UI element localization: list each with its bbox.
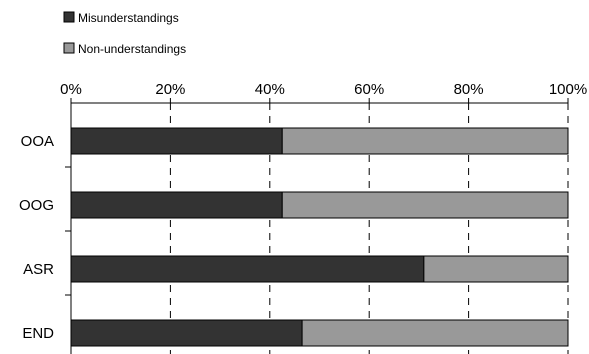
x-axis-ticks: 0% 20% 40% 60% 80% 100% (60, 81, 587, 103)
bar-segment (70, 255, 425, 283)
bar-segment (281, 127, 569, 155)
legend-swatch-misunderstandings (63, 11, 75, 23)
y-axis-categories: OOA OOG ASR END (19, 133, 71, 342)
bar-segment (301, 319, 569, 347)
x-tick-label: 0% (60, 81, 82, 98)
x-tick-label: 80% (454, 81, 484, 98)
x-tick-label: 60% (354, 81, 384, 98)
bar-segment (70, 127, 283, 155)
y-category-label: ASR (23, 261, 54, 278)
y-category-label: OOA (21, 133, 54, 150)
bar-segment (281, 191, 569, 219)
legend-label-misunderstandings: Misunderstandings (78, 11, 179, 25)
legend-swatch-non-understandings (63, 42, 75, 54)
legend-label-non-understandings: Non-understandings (78, 42, 186, 56)
bar-segment (70, 191, 283, 219)
x-tick-label: 20% (155, 81, 185, 98)
x-tick-label: 40% (255, 81, 285, 98)
x-tick-label: 100% (549, 81, 587, 98)
bar-segment (423, 255, 569, 283)
bar-segment (70, 319, 303, 347)
legend: Misunderstandings Non-understandings (63, 11, 186, 56)
y-category-label: OOG (19, 197, 54, 214)
y-category-label: END (22, 325, 54, 342)
bars (70, 127, 569, 347)
